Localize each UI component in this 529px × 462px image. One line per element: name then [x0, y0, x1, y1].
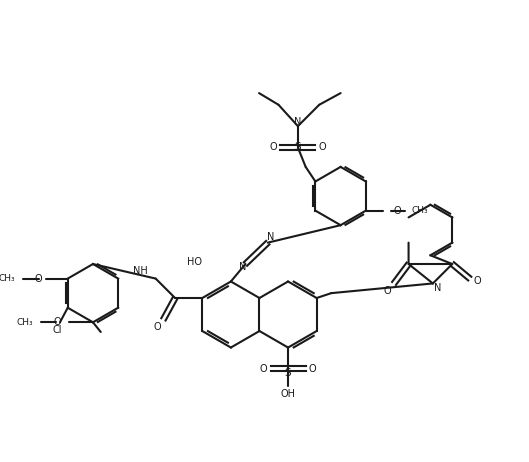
Text: Cl: Cl	[52, 325, 62, 335]
Text: CH₃: CH₃	[412, 206, 428, 215]
Text: O: O	[384, 286, 391, 296]
Text: O: O	[270, 142, 277, 152]
Text: O: O	[154, 322, 161, 332]
Text: O: O	[308, 364, 316, 374]
Text: N: N	[294, 117, 302, 127]
Text: S: S	[285, 368, 291, 378]
Text: O: O	[35, 274, 42, 284]
Text: O: O	[260, 364, 268, 374]
Text: N: N	[239, 262, 246, 272]
Text: S: S	[295, 142, 301, 152]
Text: HO: HO	[187, 257, 202, 267]
Text: O: O	[53, 317, 61, 327]
Text: O: O	[393, 206, 401, 216]
Text: O: O	[473, 276, 481, 286]
Text: N: N	[267, 232, 275, 242]
Text: NH: NH	[133, 266, 148, 276]
Text: O: O	[318, 142, 326, 152]
Text: N: N	[434, 283, 441, 293]
Text: CH₃: CH₃	[0, 274, 15, 283]
Text: OH: OH	[280, 389, 296, 399]
Text: CH₃: CH₃	[16, 318, 33, 327]
